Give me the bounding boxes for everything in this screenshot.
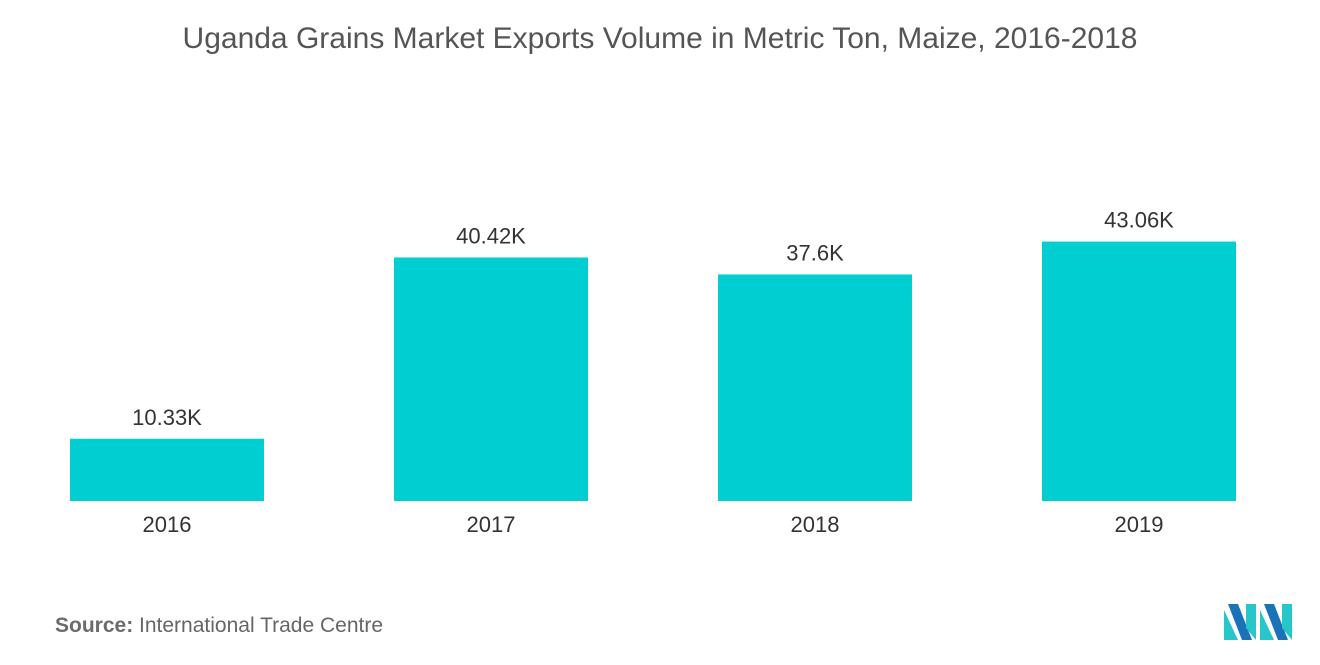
bar-2019 (1042, 241, 1236, 501)
bar-2018 (718, 274, 912, 501)
source-note: Source: International Trade Centre (55, 614, 383, 638)
bar-2017 (394, 257, 588, 501)
x-tick-label-2018: 2018 (791, 512, 840, 537)
logo-shape-3 (1246, 604, 1256, 640)
data-label-2018: 37.6K (786, 240, 844, 265)
logo-shape-5 (1264, 604, 1288, 640)
data-label-2016: 10.33K (132, 405, 202, 430)
bar-2016 (70, 438, 264, 501)
data-label-2017: 40.42K (456, 223, 526, 248)
logo-shape-6 (1282, 604, 1292, 640)
logo-shape-1 (1224, 610, 1238, 640)
x-tick-label-2016: 2016 (143, 512, 192, 537)
data-label-2019: 43.06K (1104, 208, 1174, 233)
x-tick-label-2019: 2019 (1115, 512, 1164, 537)
source-text: International Trade Centre (139, 614, 384, 637)
logo-shape-4 (1260, 610, 1274, 640)
mordor-intelligence-logo-icon (1224, 604, 1292, 640)
logo-shape-2 (1228, 604, 1252, 640)
chart-title: Uganda Grains Market Exports Volume in M… (182, 22, 1138, 55)
x-tick-label-2017: 2017 (467, 512, 516, 537)
source-label: Source: (55, 614, 134, 637)
bar-chart: 10.33K 2016 40.42K 2017 37.6K 2018 43.06K 2019 (70, 208, 1236, 537)
